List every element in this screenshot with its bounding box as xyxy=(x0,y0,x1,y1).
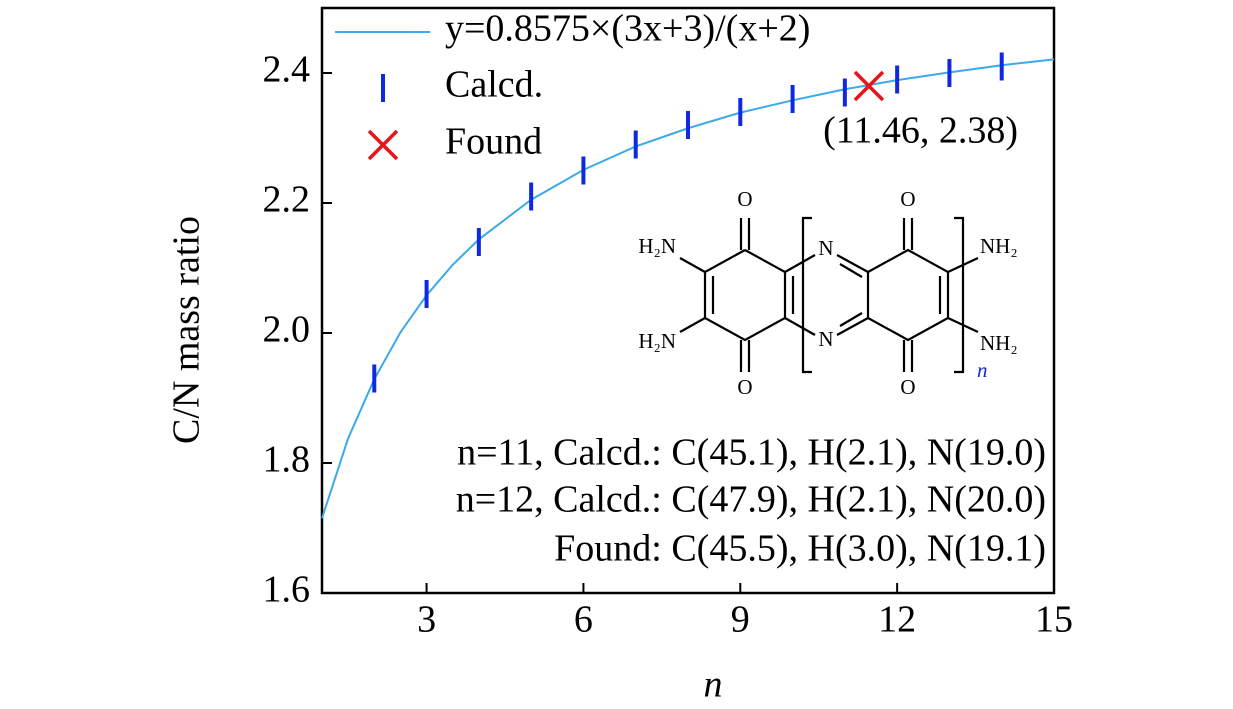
atom-label: O xyxy=(900,375,915,399)
plot-frame xyxy=(320,6,1056,595)
annotation: Found: C(45.5), H(3.0), N(19.1) xyxy=(554,528,1046,570)
repeat-index: n xyxy=(977,358,988,382)
atom-label: N xyxy=(818,327,833,351)
atom-label: NH₂ xyxy=(980,331,1018,355)
x-axis-label: n xyxy=(704,664,723,706)
fit-curve xyxy=(321,58,1055,519)
annotation: n=11, Calcd.: C(45.1), H(2.1), N(19.0) xyxy=(457,432,1046,474)
data-label: (11.46, 2.38) xyxy=(823,110,1018,152)
y-axis-label: C/N mass ratio xyxy=(166,216,208,444)
y-tick-label: 2.2 xyxy=(263,179,311,221)
atom-label: O xyxy=(737,187,752,211)
x-tick-label: 9 xyxy=(731,599,750,641)
atom-label: N xyxy=(818,236,833,260)
x-tick-label: 12 xyxy=(878,599,916,641)
legend-label: Found xyxy=(445,121,542,163)
atom-label: H₂N xyxy=(638,234,676,258)
y-tick-label: 2.0 xyxy=(263,309,311,351)
x-tick-label: 3 xyxy=(417,599,436,641)
annotation: n=12, Calcd.: C(47.9), H(2.1), N(20.0) xyxy=(456,479,1046,521)
atom-label: O xyxy=(737,375,752,399)
y-tick-label: 1.8 xyxy=(263,439,311,481)
legend-label: Calcd. xyxy=(445,64,543,106)
x-tick-label: 15 xyxy=(1035,599,1073,641)
y-tick-label: 1.6 xyxy=(263,569,311,611)
atom-label: O xyxy=(900,187,915,211)
legend-label: y=0.8575×(3x+3)/(x+2) xyxy=(445,8,810,50)
legend-marker xyxy=(367,129,399,161)
structure xyxy=(679,216,979,374)
x-tick-label: 6 xyxy=(574,599,593,641)
atom-label: H₂N xyxy=(638,329,676,353)
found-marker xyxy=(853,70,885,102)
atom-label: NH₂ xyxy=(980,234,1018,258)
y-tick-label: 2.4 xyxy=(263,49,311,91)
